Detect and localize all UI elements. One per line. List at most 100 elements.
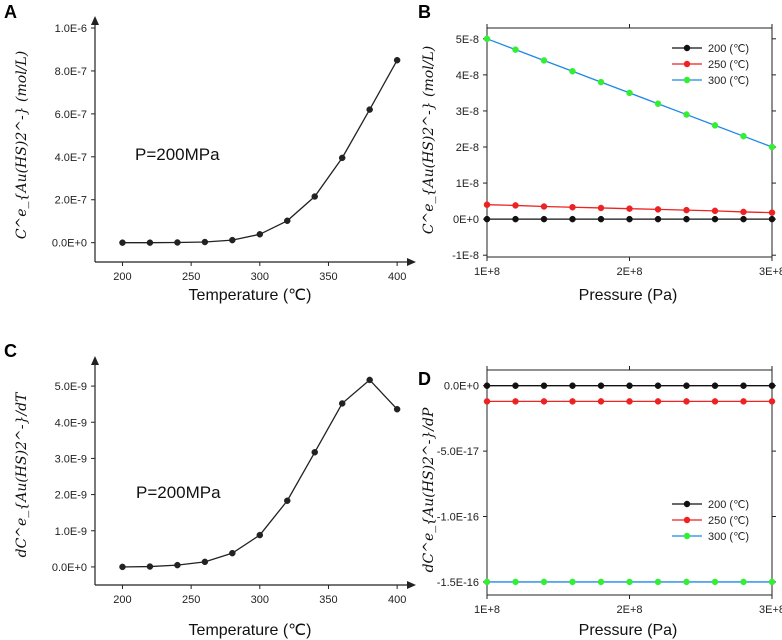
data-point-c-0 bbox=[174, 561, 181, 569]
data-point-b-1 bbox=[711, 207, 719, 215]
data-point-d-2 bbox=[711, 578, 719, 586]
legend-marker-b bbox=[683, 60, 691, 68]
data-point-d-0 bbox=[569, 382, 576, 389]
y-axis-label-a: C^e_{Au(HS)2^-} (mol/L) bbox=[14, 51, 30, 239]
data-point-c-0 bbox=[311, 449, 318, 456]
y-axis-arrow-a bbox=[91, 16, 99, 25]
data-point-d-1 bbox=[626, 398, 633, 405]
y-tick-label-d: -1.0E-16 bbox=[437, 512, 479, 524]
data-point-d-1 bbox=[654, 398, 662, 405]
data-point-d-0 bbox=[768, 382, 776, 389]
x-tick-label-a: 200 bbox=[113, 271, 131, 283]
y-tick-label-a: 4.0E-7 bbox=[55, 152, 87, 164]
panel-d: 1E+8 2E+8 3E+8 0.0E+0 -5.0E-17 -1.0E-16 -1.5E-… bbox=[421, 366, 782, 639]
x-tick-label-c: 400 bbox=[388, 594, 406, 606]
y-tick-label-a: 2.0E-7 bbox=[55, 195, 87, 207]
panel-c: 200 250 300 350 400 0.0E+0 1.0E-9 2.0E-9 3.0E-9 4… bbox=[14, 356, 416, 639]
data-point-d-0 bbox=[626, 382, 633, 389]
data-point-d-0 bbox=[483, 382, 491, 389]
data-point-d-1 bbox=[683, 398, 690, 405]
data-point-a-0 bbox=[338, 154, 346, 162]
data-point-b-1 bbox=[483, 201, 491, 208]
data-point-b-2 bbox=[768, 143, 776, 151]
data-point-b-1 bbox=[569, 203, 576, 211]
x-tick-label-c: 200 bbox=[113, 594, 131, 606]
y-tick-label-a: 6.0E-7 bbox=[55, 109, 87, 121]
data-point-b-0 bbox=[740, 215, 747, 223]
data-point-b-2 bbox=[483, 35, 491, 43]
data-point-b-0 bbox=[569, 215, 576, 223]
x-tick-label-d: 3E+8 bbox=[759, 604, 782, 616]
data-point-b-2 bbox=[654, 100, 662, 107]
x-axis-label-d: Pressure (Pa) bbox=[579, 622, 678, 639]
panel-label-c: C bbox=[4, 341, 17, 361]
data-point-a-0 bbox=[174, 239, 181, 246]
panel-label-d: D bbox=[418, 369, 431, 389]
data-point-b-2 bbox=[597, 78, 605, 86]
y-tick-label-a: 1.0E-6 bbox=[55, 23, 87, 35]
legend-marker-d bbox=[683, 532, 691, 540]
y-tick-label-d: -5.0E-17 bbox=[437, 446, 479, 458]
y-tick-label-c: 5.0E-9 bbox=[55, 381, 87, 393]
data-point-a-0 bbox=[366, 106, 373, 113]
x-tick-label-b: 2E+8 bbox=[617, 266, 643, 278]
data-point-d-1 bbox=[711, 398, 719, 405]
y-tick-label-c: 3.0E-9 bbox=[55, 453, 87, 465]
data-point-c-0 bbox=[146, 563, 154, 570]
x-axis-arrow-a bbox=[407, 258, 416, 266]
data-point-b-2 bbox=[711, 122, 719, 129]
legend-label-b: 300 (℃) bbox=[708, 75, 749, 87]
data-point-b-2 bbox=[626, 89, 633, 97]
x-tick-label-a: 350 bbox=[319, 271, 337, 283]
y-tick-label-b: 1E-8 bbox=[456, 178, 479, 190]
y-tick-label-a: 8.0E-7 bbox=[55, 66, 87, 78]
panel-a: 200 250 300 350 400 0.0E+0 2.0E-7 4.0E-7 6.0E-7 8… bbox=[14, 16, 416, 304]
data-point-a-0 bbox=[201, 238, 209, 246]
data-point-c-0 bbox=[393, 405, 401, 413]
legend-marker-b bbox=[683, 76, 691, 84]
x-tick-label-d: 1E+8 bbox=[474, 604, 500, 616]
data-point-d-2 bbox=[683, 578, 690, 586]
y-axis-label-b: C^e_{Au(HS)2^-} (mol/L) bbox=[421, 46, 437, 234]
data-point-a-0 bbox=[311, 193, 318, 200]
data-point-b-0 bbox=[654, 215, 662, 223]
data-point-d-2 bbox=[654, 578, 662, 586]
data-point-d-0 bbox=[711, 382, 719, 389]
data-point-b-0 bbox=[768, 215, 776, 223]
y-tick-label-d: 0.0E+0 bbox=[444, 381, 479, 393]
panel-label-b: B bbox=[418, 2, 431, 22]
y-tick-label-b: -1E-8 bbox=[452, 250, 479, 262]
data-point-d-2 bbox=[569, 578, 576, 586]
x-axis-label-a: Temperature (℃) bbox=[189, 287, 312, 304]
data-point-b-0 bbox=[626, 215, 633, 223]
x-tick-label-b: 1E+8 bbox=[474, 266, 500, 278]
legend-marker-b bbox=[683, 44, 691, 52]
data-point-c-0 bbox=[119, 563, 126, 571]
data-point-d-2 bbox=[597, 578, 605, 586]
data-point-d-2 bbox=[483, 578, 491, 586]
data-point-b-2 bbox=[512, 46, 519, 53]
series-line-c-0 bbox=[122, 379, 398, 568]
legend-label-d: 300 (℃) bbox=[708, 531, 749, 543]
data-point-c-0 bbox=[201, 558, 209, 566]
data-point-d-2 bbox=[540, 578, 548, 586]
y-axis-label-d: dC^e_{Au(HS)2^-}/dP bbox=[421, 407, 437, 572]
data-point-d-0 bbox=[740, 382, 747, 389]
x-tick-label-a: 400 bbox=[388, 271, 406, 283]
data-point-a-0 bbox=[146, 239, 154, 246]
y-tick-label-b: 0E+0 bbox=[453, 214, 479, 226]
data-point-d-1 bbox=[740, 398, 747, 405]
data-point-b-1 bbox=[597, 204, 605, 212]
y-tick-label-c: 2.0E-9 bbox=[55, 490, 87, 502]
y-tick-label-b: 3E-8 bbox=[456, 106, 479, 118]
data-point-b-1 bbox=[654, 206, 662, 213]
legend-marker-d bbox=[683, 516, 691, 524]
x-tick-label-a: 300 bbox=[251, 271, 269, 283]
panel-b: 1E+8 2E+8 3E+8 -1E-8 0E+0 1E-8 2E-8 3E-8 4E-8 5E-… bbox=[421, 24, 782, 304]
data-point-b-1 bbox=[683, 206, 690, 214]
data-point-d-1 bbox=[768, 398, 776, 405]
data-point-d-0 bbox=[683, 382, 690, 389]
data-point-a-0 bbox=[393, 56, 401, 64]
data-point-c-0 bbox=[256, 531, 264, 539]
